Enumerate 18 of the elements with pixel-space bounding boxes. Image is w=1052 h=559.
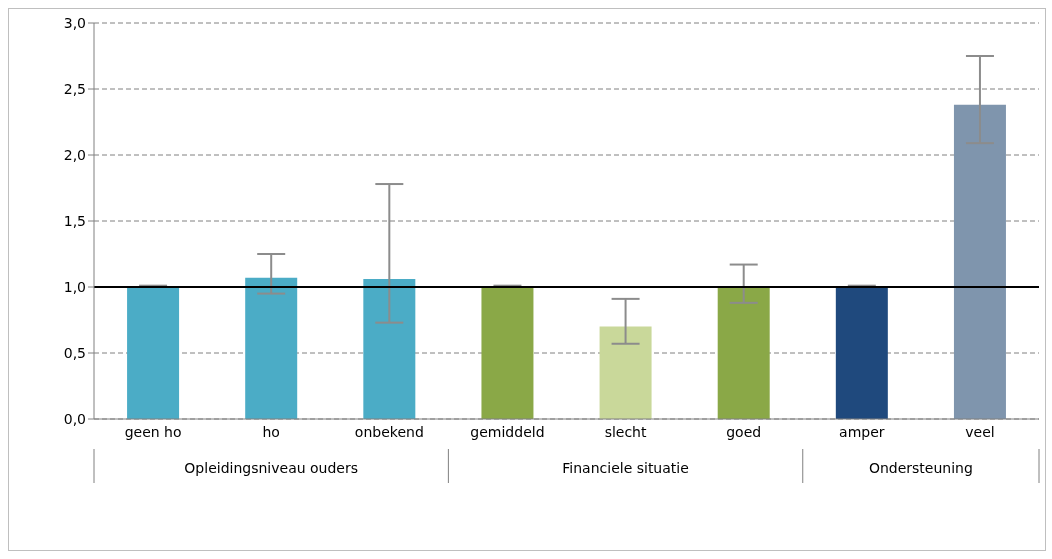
y-tick-label: 1,0	[63, 278, 86, 295]
y-tick-label: 0,0	[63, 410, 86, 427]
x-tick-label: gemiddeld	[470, 423, 545, 440]
x-tick-label: veel	[965, 423, 995, 440]
text: Financiele situatie	[562, 460, 689, 476]
y-tick-label: 2,0	[63, 146, 86, 163]
x-tick-label: geen ho	[124, 423, 182, 440]
text: Ondersteuning	[868, 460, 973, 476]
x-tick-label: slecht	[604, 423, 647, 440]
x-tick-label: goed	[726, 423, 762, 440]
x-tick-label: amper	[839, 423, 885, 440]
x-tick-label: ho	[262, 423, 280, 440]
y-tick-label: 3,0	[63, 14, 86, 31]
x-tick-label: onbekend	[354, 423, 424, 440]
y-tick-label: 0,5	[63, 344, 86, 361]
y-tick-label: 2,5	[63, 80, 86, 97]
y-tick-label: 1,5	[63, 212, 86, 229]
text: Opleidingsniveau ouders	[184, 460, 359, 476]
